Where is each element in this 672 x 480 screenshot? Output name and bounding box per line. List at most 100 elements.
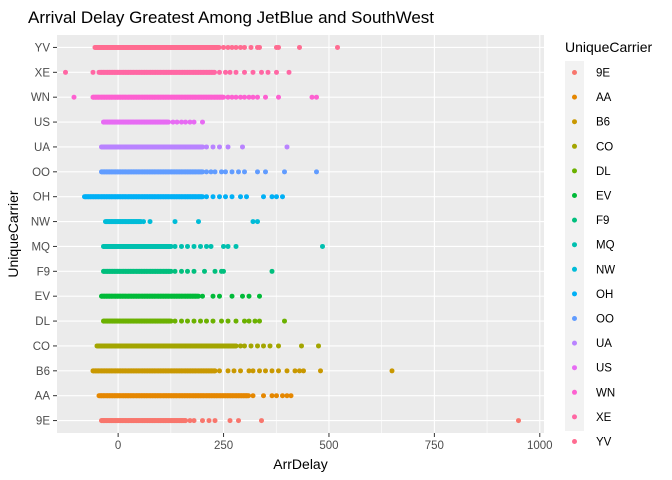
legend-key: [572, 168, 577, 174]
data-point: [276, 368, 281, 374]
data-point: [221, 268, 226, 274]
y-tick-label: B6: [36, 366, 50, 378]
data-points: [63, 44, 521, 424]
data-point: [172, 219, 178, 225]
data-point: [174, 119, 180, 125]
data-point: [168, 318, 174, 324]
x-tick-label: 500: [319, 440, 338, 452]
data-point: [242, 169, 247, 175]
data-point: [219, 169, 224, 175]
data-point: [179, 243, 184, 249]
data-point: [179, 268, 184, 274]
data-point: [233, 44, 239, 50]
y-tick-label: 9E: [36, 416, 50, 428]
data-point: [255, 94, 260, 100]
data-point: [252, 318, 258, 324]
data-point: [301, 368, 306, 374]
data-point: [187, 119, 193, 125]
data-point: [204, 194, 209, 200]
data-point: [238, 44, 243, 50]
data-point: [297, 44, 302, 50]
data-point: [212, 368, 218, 374]
data-point: [210, 144, 216, 150]
data-point: [229, 293, 235, 299]
data-point: [225, 318, 231, 324]
data-point: [204, 318, 209, 324]
data-point: [216, 44, 222, 50]
data-point: [259, 69, 264, 75]
legend-key: [572, 70, 577, 75]
data-point: [229, 94, 235, 100]
data-point: [246, 318, 252, 324]
y-tick-label: NW: [31, 217, 50, 229]
plot-panel: [57, 35, 544, 433]
legend-key: [572, 439, 577, 444]
x-tick-label: 1000: [527, 440, 553, 452]
data-point: [191, 119, 197, 125]
data-point: [179, 119, 184, 125]
data-point: [227, 69, 233, 75]
data-point: [227, 418, 233, 424]
legend-label: UA: [596, 338, 612, 350]
data-point: [225, 243, 231, 249]
data-point: [212, 418, 218, 424]
data-point: [63, 69, 68, 75]
data-point: [217, 144, 222, 150]
y-tick-label: XE: [35, 67, 51, 79]
legend-key: [572, 365, 577, 371]
data-point: [210, 194, 216, 200]
legend-key: [572, 340, 577, 346]
data-point: [259, 418, 264, 424]
data-point: [172, 318, 178, 324]
data-point: [101, 418, 106, 424]
data-point: [299, 343, 304, 349]
data-point: [255, 219, 260, 225]
data-point: [242, 94, 247, 100]
x-axis-title: ArrDelay: [273, 456, 327, 472]
data-point: [141, 219, 146, 225]
data-point: [314, 94, 319, 100]
y-tick-label: UA: [34, 142, 50, 154]
data-point: [250, 393, 256, 399]
y-tick-label: DL: [35, 316, 50, 328]
data-point: [221, 243, 226, 249]
data-point: [231, 368, 237, 374]
data-point: [282, 318, 287, 324]
minor-gridlines: [170, 35, 488, 433]
major-gridlines: [57, 35, 544, 433]
data-point: [288, 393, 294, 399]
data-point: [238, 343, 243, 349]
data-point: [261, 343, 266, 349]
data-point: [257, 293, 262, 299]
data-point: [210, 318, 216, 324]
legend-key: [572, 193, 577, 198]
y-tick-label: OH: [33, 192, 50, 204]
data-point: [250, 69, 256, 75]
data-point: [276, 343, 281, 349]
y-axis-title: UniqueCarrier: [5, 190, 21, 277]
data-point: [236, 418, 241, 424]
data-point: [269, 393, 275, 399]
data-point: [242, 343, 247, 349]
data-point: [191, 268, 197, 274]
y-tick-label: WN: [31, 92, 50, 104]
legend-label: AA: [596, 92, 612, 104]
data-point: [240, 293, 245, 299]
y-tick-label: MQ: [31, 241, 50, 253]
data-point: [200, 293, 205, 299]
data-point: [257, 368, 262, 374]
data-point: [191, 243, 197, 249]
data-point: [204, 169, 209, 175]
data-point: [233, 343, 239, 349]
data-point: [212, 169, 218, 175]
data-point: [242, 318, 247, 324]
chart-title: Arrival Delay Greatest Among JetBlue and…: [28, 8, 434, 27]
y-tick-label: YV: [35, 42, 51, 54]
data-point: [269, 194, 275, 200]
data-point: [200, 119, 205, 125]
legend-label: NW: [596, 264, 615, 276]
legend-label: B6: [596, 117, 610, 129]
legend-label: OO: [596, 314, 614, 326]
data-point: [208, 243, 214, 249]
data-point: [240, 144, 245, 150]
